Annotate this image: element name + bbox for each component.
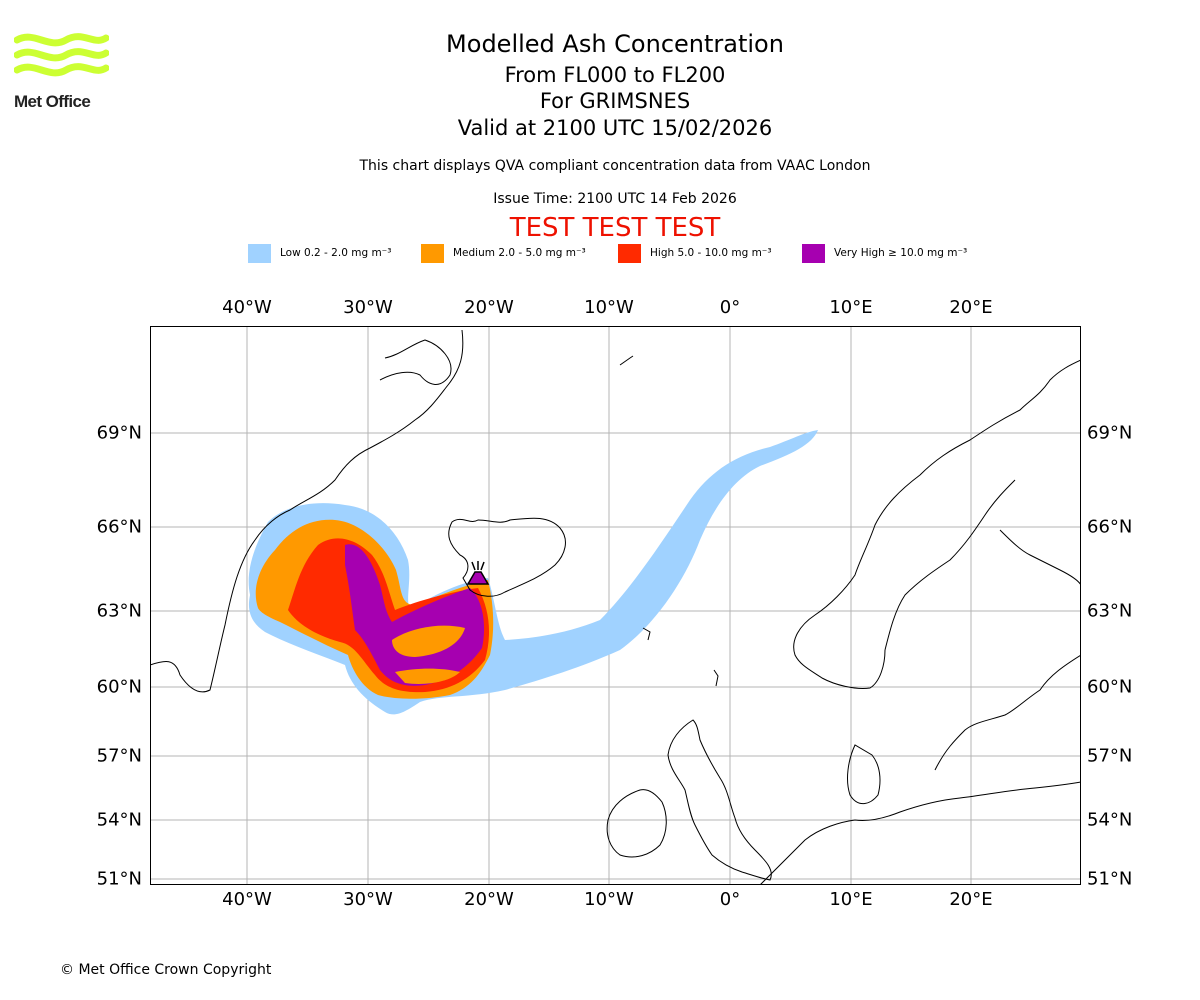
lat-label-left-66n: 66°N <box>96 516 142 538</box>
legend-label-very-high: Very High ≥ 10.0 mg m⁻³ <box>834 247 968 259</box>
lat-label-left-69n: 69°N <box>96 422 142 444</box>
ash-very-high-area <box>345 544 485 686</box>
coast-sweden <box>884 479 1016 651</box>
ash-low-detached-patches <box>498 648 560 667</box>
map-frame <box>150 326 1081 885</box>
coast-ireland <box>606 789 667 858</box>
lat-label-left-60n: 60°N <box>96 676 142 698</box>
lat-label-right-69n: 69°N <box>1087 422 1133 444</box>
test-banner: TEST TEST TEST <box>509 213 721 243</box>
lon-label-top-30w: 30°W <box>343 297 393 318</box>
legend-swatch-medium <box>421 244 444 263</box>
lon-label-top-10w: 10°W <box>584 297 634 318</box>
lat-label-right-63n: 63°N <box>1087 600 1133 622</box>
lon-label-bottom-10w: 10°W <box>584 889 634 910</box>
coast-great-britain <box>667 719 772 881</box>
coast-greenland <box>150 329 464 693</box>
lat-label-left-63n: 63°N <box>96 600 142 622</box>
lat-label-right-57n: 57°N <box>1087 745 1133 767</box>
logo-text: Met Office <box>14 92 91 111</box>
lon-label-top-20e: 20°E <box>949 297 993 318</box>
lon-label-bottom-10e: 10°E <box>829 889 873 910</box>
lon-label-bottom-20e: 20°E <box>949 889 993 910</box>
coast-continent <box>759 781 1081 885</box>
lon-label-top-0: 0° <box>719 297 741 318</box>
lat-label-left-51n: 51°N <box>96 868 142 890</box>
lon-label-bottom-30w: 30°W <box>343 889 393 910</box>
coast-shetland <box>713 669 719 687</box>
volcano-name-line: For GRIMSNES <box>539 89 691 113</box>
coast-norway <box>793 359 1081 689</box>
lon-label-top-40w: 40°W <box>222 297 272 318</box>
valid-time: Valid at 2100 UTC 15/02/2026 <box>457 116 773 140</box>
lat-label-right-66n: 66°N <box>1087 516 1133 538</box>
coast-faroes <box>642 627 651 641</box>
ash-map[interactable] <box>150 326 1081 885</box>
legend-label-low: Low 0.2 - 2.0 mg m⁻³ <box>280 247 392 259</box>
coast-jan-mayen <box>619 355 634 366</box>
legend-swatch-very-high <box>802 244 825 263</box>
flight-level-range: From FL000 to FL200 <box>504 63 726 87</box>
legend-swatch-low <box>248 244 271 263</box>
coast-iceland <box>448 517 566 597</box>
lon-label-top-20w: 20°W <box>464 297 514 318</box>
volcano-icon[interactable] <box>466 561 490 585</box>
coastlines <box>150 329 1081 885</box>
copyright-notice: © Met Office Crown Copyright <box>60 962 272 978</box>
lon-label-top-10e: 10°E <box>829 297 873 318</box>
met-office-waves-icon <box>13 33 110 77</box>
lon-label-bottom-40w: 40°W <box>222 889 272 910</box>
met-office-logo: Met Office <box>13 30 110 112</box>
ash-medium-inner-bands <box>392 625 465 684</box>
coast-finland <box>999 529 1081 586</box>
lon-label-bottom-0: 0° <box>719 889 741 910</box>
lat-label-right-60n: 60°N <box>1087 676 1133 698</box>
lon-label-bottom-20w: 20°W <box>464 889 514 910</box>
legend-label-medium: Medium 2.0 - 5.0 mg m⁻³ <box>453 247 586 259</box>
legend-swatch-high <box>618 244 641 263</box>
lat-label-right-54n: 54°N <box>1087 809 1133 831</box>
coast-greenland-north <box>379 339 452 385</box>
qva-note: This chart displays QVA compliant concen… <box>359 158 871 174</box>
coast-denmark <box>847 744 881 805</box>
lat-label-left-57n: 57°N <box>96 745 142 767</box>
legend-label-high: High 5.0 - 10.0 mg m⁻³ <box>650 247 772 259</box>
chart-title: Modelled Ash Concentration <box>446 30 784 58</box>
lat-label-right-51n: 51°N <box>1087 868 1133 890</box>
issue-time: Issue Time: 2100 UTC 14 Feb 2026 <box>493 191 737 207</box>
lat-label-left-54n: 54°N <box>96 809 142 831</box>
coast-baltic-east <box>934 654 1081 771</box>
